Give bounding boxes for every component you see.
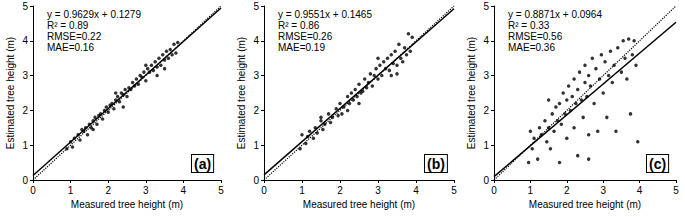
svg-text:5: 5 (218, 185, 224, 196)
svg-text:2: 2 (483, 105, 489, 116)
svg-text:2: 2 (105, 185, 111, 196)
svg-text:2: 2 (564, 185, 570, 196)
svg-text:5: 5 (673, 185, 679, 196)
svg-text:Measured tree height (m): Measured tree height (m) (529, 199, 641, 210)
svg-text:0: 0 (491, 185, 497, 196)
svg-text:5: 5 (22, 1, 28, 12)
svg-text:1: 1 (483, 140, 489, 151)
svg-text:3: 3 (22, 70, 28, 81)
svg-text:(b): (b) (427, 156, 445, 172)
svg-text:0: 0 (253, 175, 259, 186)
svg-text:(c): (c) (649, 156, 666, 172)
svg-text:1: 1 (68, 185, 74, 196)
svg-text:y = 0.9629x + 0.1279: y = 0.9629x + 0.1279 (47, 9, 141, 20)
svg-text:4: 4 (253, 35, 259, 46)
svg-text:2: 2 (253, 105, 259, 116)
svg-text:4: 4 (413, 185, 419, 196)
svg-text:R² = 0.33: R² = 0.33 (508, 20, 550, 31)
svg-text:Estimated tree height (m): Estimated tree height (m) (466, 37, 477, 149)
svg-text:1: 1 (253, 140, 259, 151)
svg-text:y = 0.9551x + 0.1465: y = 0.9551x + 0.1465 (278, 9, 372, 20)
svg-text:0: 0 (483, 175, 489, 186)
svg-text:4: 4 (22, 35, 28, 46)
svg-text:1: 1 (299, 185, 305, 196)
svg-text:2: 2 (337, 185, 343, 196)
svg-text:R² = 0.86: R² = 0.86 (278, 20, 320, 31)
svg-text:3: 3 (375, 185, 381, 196)
svg-text:5: 5 (253, 1, 259, 12)
svg-text:2: 2 (22, 105, 28, 116)
svg-text:MAE=0.16: MAE=0.16 (47, 42, 94, 53)
svg-text:RMSE=0.26: RMSE=0.26 (278, 31, 333, 42)
svg-text:1: 1 (528, 185, 534, 196)
svg-text:5: 5 (451, 185, 457, 196)
svg-text:R² = 0.89: R² = 0.89 (47, 20, 89, 31)
svg-text:0: 0 (30, 185, 36, 196)
svg-text:4: 4 (181, 185, 187, 196)
svg-text:RMSE=0.56: RMSE=0.56 (508, 31, 563, 42)
svg-text:y = 0.8871x + 0.0964: y = 0.8871x + 0.0964 (508, 9, 602, 20)
svg-text:Estimated tree height (m): Estimated tree height (m) (236, 37, 247, 149)
svg-text:1: 1 (22, 140, 28, 151)
svg-text:3: 3 (483, 70, 489, 81)
svg-text:MAE=0.36: MAE=0.36 (508, 42, 555, 53)
svg-text:Measured tree height (m): Measured tree height (m) (71, 199, 183, 210)
svg-text:Estimated tree height (m): Estimated tree height (m) (5, 37, 16, 149)
svg-text:3: 3 (600, 185, 606, 196)
svg-text:RMSE=0.22: RMSE=0.22 (47, 31, 102, 42)
svg-text:0: 0 (261, 185, 267, 196)
svg-text:(a): (a) (194, 156, 211, 172)
svg-text:4: 4 (637, 185, 643, 196)
svg-text:5: 5 (483, 1, 489, 12)
svg-text:0: 0 (22, 175, 28, 186)
svg-text:4: 4 (483, 35, 489, 46)
svg-text:3: 3 (253, 70, 259, 81)
svg-text:3: 3 (143, 185, 149, 196)
svg-text:MAE=0.19: MAE=0.19 (278, 42, 325, 53)
svg-text:Measured tree height (m): Measured tree height (m) (303, 199, 415, 210)
